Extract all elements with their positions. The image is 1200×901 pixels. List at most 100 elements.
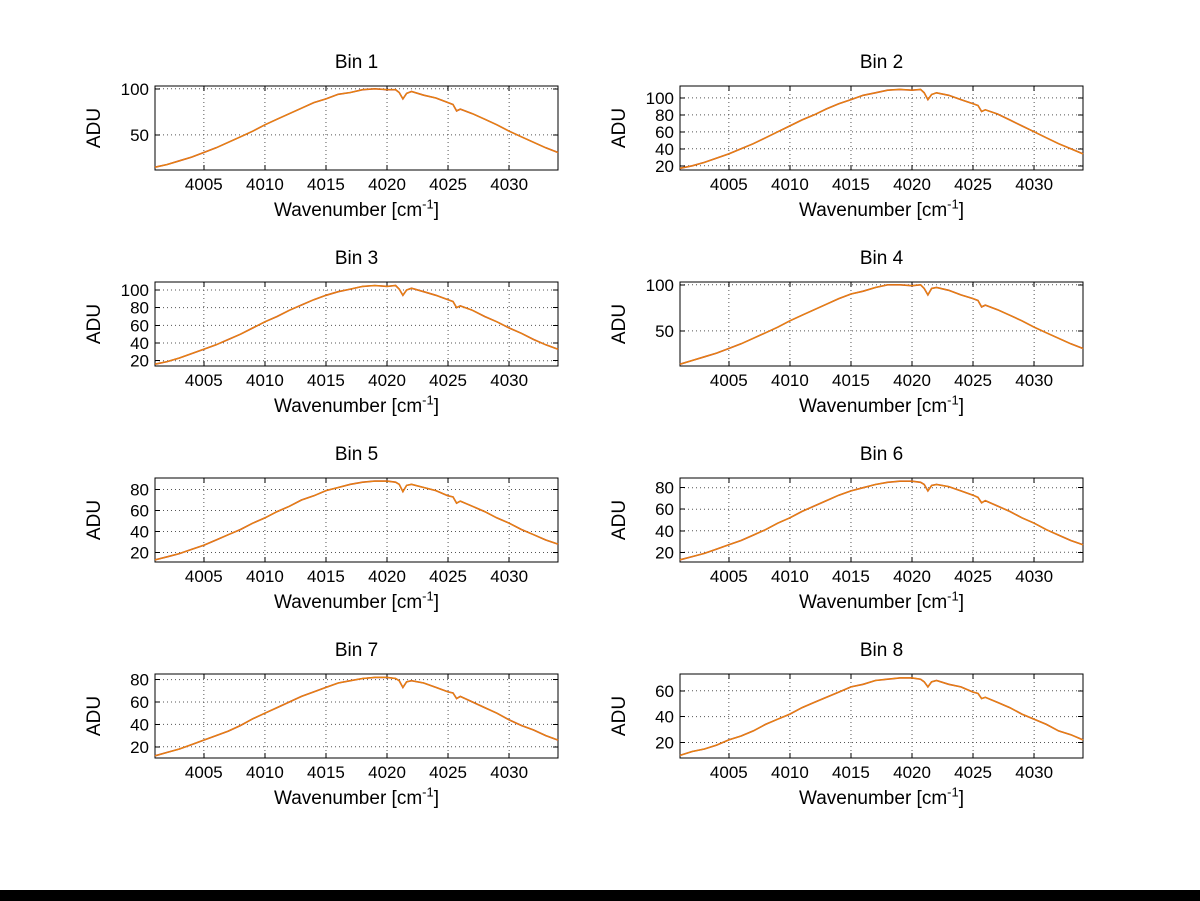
x-tick-label: 4025 [954,371,992,390]
axes-box [679,85,1084,171]
y-tick-label: 60 [655,500,674,519]
x-tick-label: 4020 [893,175,931,194]
x-tick-label: 4015 [307,175,345,194]
spectrum-curve-underlay [679,283,1084,365]
subplot-title: Bin 4 [859,248,904,269]
x-axis-label-bracket: ] [958,788,964,809]
x-axis-label-text: Wavenumber [cm [798,592,948,613]
x-tick-label: 4010 [771,175,809,194]
x-tick-label: 4025 [429,371,467,390]
y-tick-label: 20 [130,544,149,563]
subplot-title: Bin 8 [859,640,904,661]
plot-canvas-bin-8: 4005 4010 4015 4020 4025 4030 20 40 60 [655,673,1084,782]
x-axis-label-text: Wavenumber [cm [273,788,423,809]
x-axis-label: Wavenumber [cm-1] [155,394,558,420]
y-tick-label: 20 [655,157,674,176]
x-tick-label: 4020 [893,371,931,390]
x-tick-label: 4010 [246,763,284,782]
x-axis-label-text: Wavenumber [cm [273,200,423,221]
y-tick-label: 20 [655,543,674,562]
x-tick-label: 4005 [185,567,223,586]
spectrum-curve-underlay [154,676,559,757]
x-tick-label: 4005 [185,371,223,390]
y-tick-label: 50 [130,126,149,145]
x-axis-label-text: Wavenumber [cm [798,200,948,221]
y-tick-label: 40 [130,715,149,734]
plot-canvas-bin-5: 4005 4010 4015 4020 4025 4030 20 40 60 80 [130,477,559,586]
plot-canvas-bin-4: 4005 4010 4015 4020 4025 4030 50 100 [646,276,1084,390]
x-tick-label: 4030 [490,371,528,390]
x-axis-label-bracket: ] [433,788,439,809]
axes-box [154,673,559,759]
x-tick-label: 4020 [368,175,406,194]
y-tick-label: 20 [130,738,149,757]
x-tick-label: 4005 [710,567,748,586]
x-tick-label: 4020 [368,371,406,390]
y-tick-label: 50 [655,322,674,341]
y-tick-label: 100 [646,89,674,108]
x-tick-label: 4005 [185,175,223,194]
x-tick-label: 4020 [893,763,931,782]
x-tick-label: 4020 [368,763,406,782]
y-tick-label: 40 [655,522,674,541]
axes-box [154,281,559,367]
spectrum-curve [679,677,1084,756]
y-tick-label: 80 [655,479,674,498]
spectrum-curve [679,480,1084,561]
subplot-title: Bin 6 [859,444,904,465]
x-tick-label: 4010 [246,371,284,390]
y-tick-label: 60 [130,693,149,712]
x-tick-label: 4025 [429,763,467,782]
x-tick-label: 4005 [710,371,748,390]
y-tick-label: 80 [130,299,149,318]
spectrum-curve-underlay [154,87,559,168]
x-tick-label: 4015 [307,567,345,586]
y-tick-label: 80 [130,671,149,690]
x-axis-label-text: Wavenumber [cm [798,396,948,417]
x-tick-label: 4025 [954,567,992,586]
x-tick-label: 4025 [954,763,992,782]
x-axis-label-bracket: ] [433,200,439,221]
plot-canvas-bin-1: 4005 4010 4015 4020 4025 4030 50 100 [121,80,559,194]
y-tick-label: 60 [130,316,149,335]
x-tick-label: 4030 [490,763,528,782]
x-tick-label: 4015 [832,567,870,586]
x-axis-label: Wavenumber [cm-1] [680,590,1083,616]
x-tick-label: 4025 [429,567,467,586]
spectrum-curve-underlay [679,88,1084,170]
y-tick-label: 20 [655,733,674,752]
x-tick-label: 4010 [771,567,809,586]
x-tick-label: 4015 [832,175,870,194]
subplot-bin-2: Bin 2 ADU 4005 4010 4015 4020 4025 4030 20 40 60… [525,48,1125,244]
x-tick-label: 4005 [710,763,748,782]
x-tick-label: 4020 [368,567,406,586]
axes-box [679,673,1084,759]
x-tick-label: 4030 [1015,175,1053,194]
y-tick-label: 100 [121,281,149,300]
x-tick-label: 4030 [1015,371,1053,390]
y-tick-label: 80 [130,481,149,500]
x-tick-label: 4030 [490,567,528,586]
subplot-bin-8: Bin 8 ADU 4005 4010 4015 4020 4025 4030 20 40 60… [525,636,1125,832]
x-axis-label-text: Wavenumber [cm [273,592,423,613]
x-axis-label-superscript: -1 [947,588,959,604]
y-tick-label: 60 [130,502,149,521]
y-tick-label: 40 [130,523,149,542]
axes-box [154,477,559,563]
spectrum-curve [679,88,1084,169]
subplot-bin-3: Bin 3 ADU 4005 4010 4015 4020 4025 4030 20 40 60… [0,244,600,440]
x-axis-label: Wavenumber [cm-1] [155,590,558,616]
y-tick-label: 100 [121,80,149,99]
spectrum-curve [154,676,559,757]
x-tick-label: 4025 [954,175,992,194]
subplot-bin-6: Bin 6 ADU 4005 4010 4015 4020 4025 4030 20 40 60… [525,440,1125,636]
subplot-bin-1: Bin 1 ADU 4005 4010 4015 4020 4025 4030 50 100 … [0,48,600,244]
x-tick-label: 4015 [307,763,345,782]
x-tick-label: 4010 [771,371,809,390]
x-axis-label-text: Wavenumber [cm [798,788,948,809]
subplot-bin-5: Bin 5 ADU 4005 4010 4015 4020 4025 4030 20 40 60… [0,440,600,636]
y-tick-label: 80 [655,106,674,125]
spectrum-curve [679,284,1084,365]
